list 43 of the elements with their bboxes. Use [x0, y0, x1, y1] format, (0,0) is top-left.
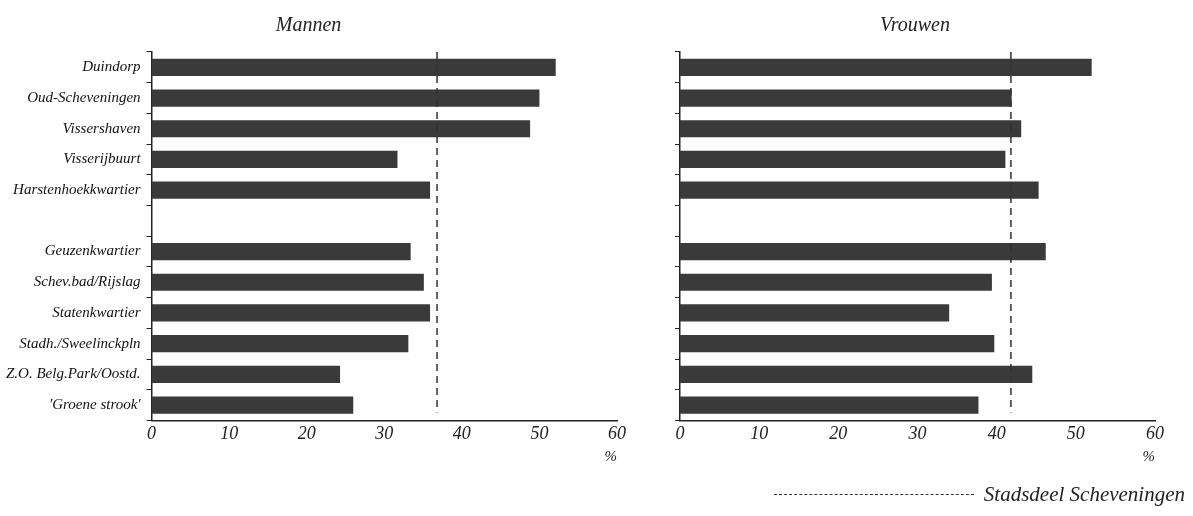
- x-tick-label: 50: [530, 422, 549, 443]
- y-tick-label: Schev.bad/Rijslag: [33, 273, 142, 290]
- bar: [151, 273, 424, 291]
- y-tick-label: Visserijbuurt: [63, 150, 142, 167]
- x-tick-label: 60: [608, 422, 626, 443]
- x-tick-label: 10: [750, 422, 769, 443]
- y-tick-label: 'Groene strook': [49, 395, 142, 412]
- x-axis-title: %: [1142, 447, 1155, 464]
- chart-title: Mannen: [274, 13, 342, 36]
- bar: [680, 304, 950, 322]
- y-tick-label: Harstenhoekkwartier: [12, 181, 141, 198]
- x-tick-label: 20: [829, 422, 848, 443]
- bar: [151, 365, 341, 383]
- chart-title: Vrouwen: [880, 13, 950, 36]
- bar: [680, 150, 1006, 169]
- x-tick-label: 20: [297, 422, 316, 443]
- x-tick-label: 60: [1146, 422, 1164, 443]
- x-tick-label: 30: [907, 422, 927, 443]
- bar: [151, 242, 411, 261]
- y-tick-label: Z.O. Belg.Park/Oostd.: [6, 365, 141, 382]
- bar: [151, 304, 431, 322]
- x-tick-label: 0: [147, 422, 157, 443]
- y-tick-label: Duindorp: [81, 58, 142, 75]
- bar: [151, 335, 409, 353]
- bar: [151, 150, 398, 169]
- y-tick-label: Stadh./Sweelinckpln: [19, 334, 141, 351]
- y-tick-label: Vissershaven: [62, 119, 141, 136]
- bar: [680, 396, 979, 414]
- x-tick-label: 10: [220, 422, 239, 443]
- x-tick-label: 0: [675, 422, 685, 443]
- x-tick-label: 40: [987, 422, 1006, 443]
- bar: [151, 181, 431, 199]
- bar: [680, 335, 995, 353]
- x-tick-label: 50: [1066, 422, 1085, 443]
- x-tick-label: 30: [374, 422, 394, 443]
- y-tick-label: Geuzenkwartier: [44, 242, 141, 259]
- x-axis-title: %: [604, 447, 617, 464]
- bar: [151, 396, 354, 414]
- ref-line-label: Stadsdeel Scheveningen: [983, 482, 1185, 507]
- y-tick-label: Statenkwartier: [52, 303, 141, 320]
- bar: [680, 273, 992, 291]
- y-tick-label: Oud-Scheveningen: [27, 88, 141, 105]
- x-tick-label: 40: [452, 422, 471, 443]
